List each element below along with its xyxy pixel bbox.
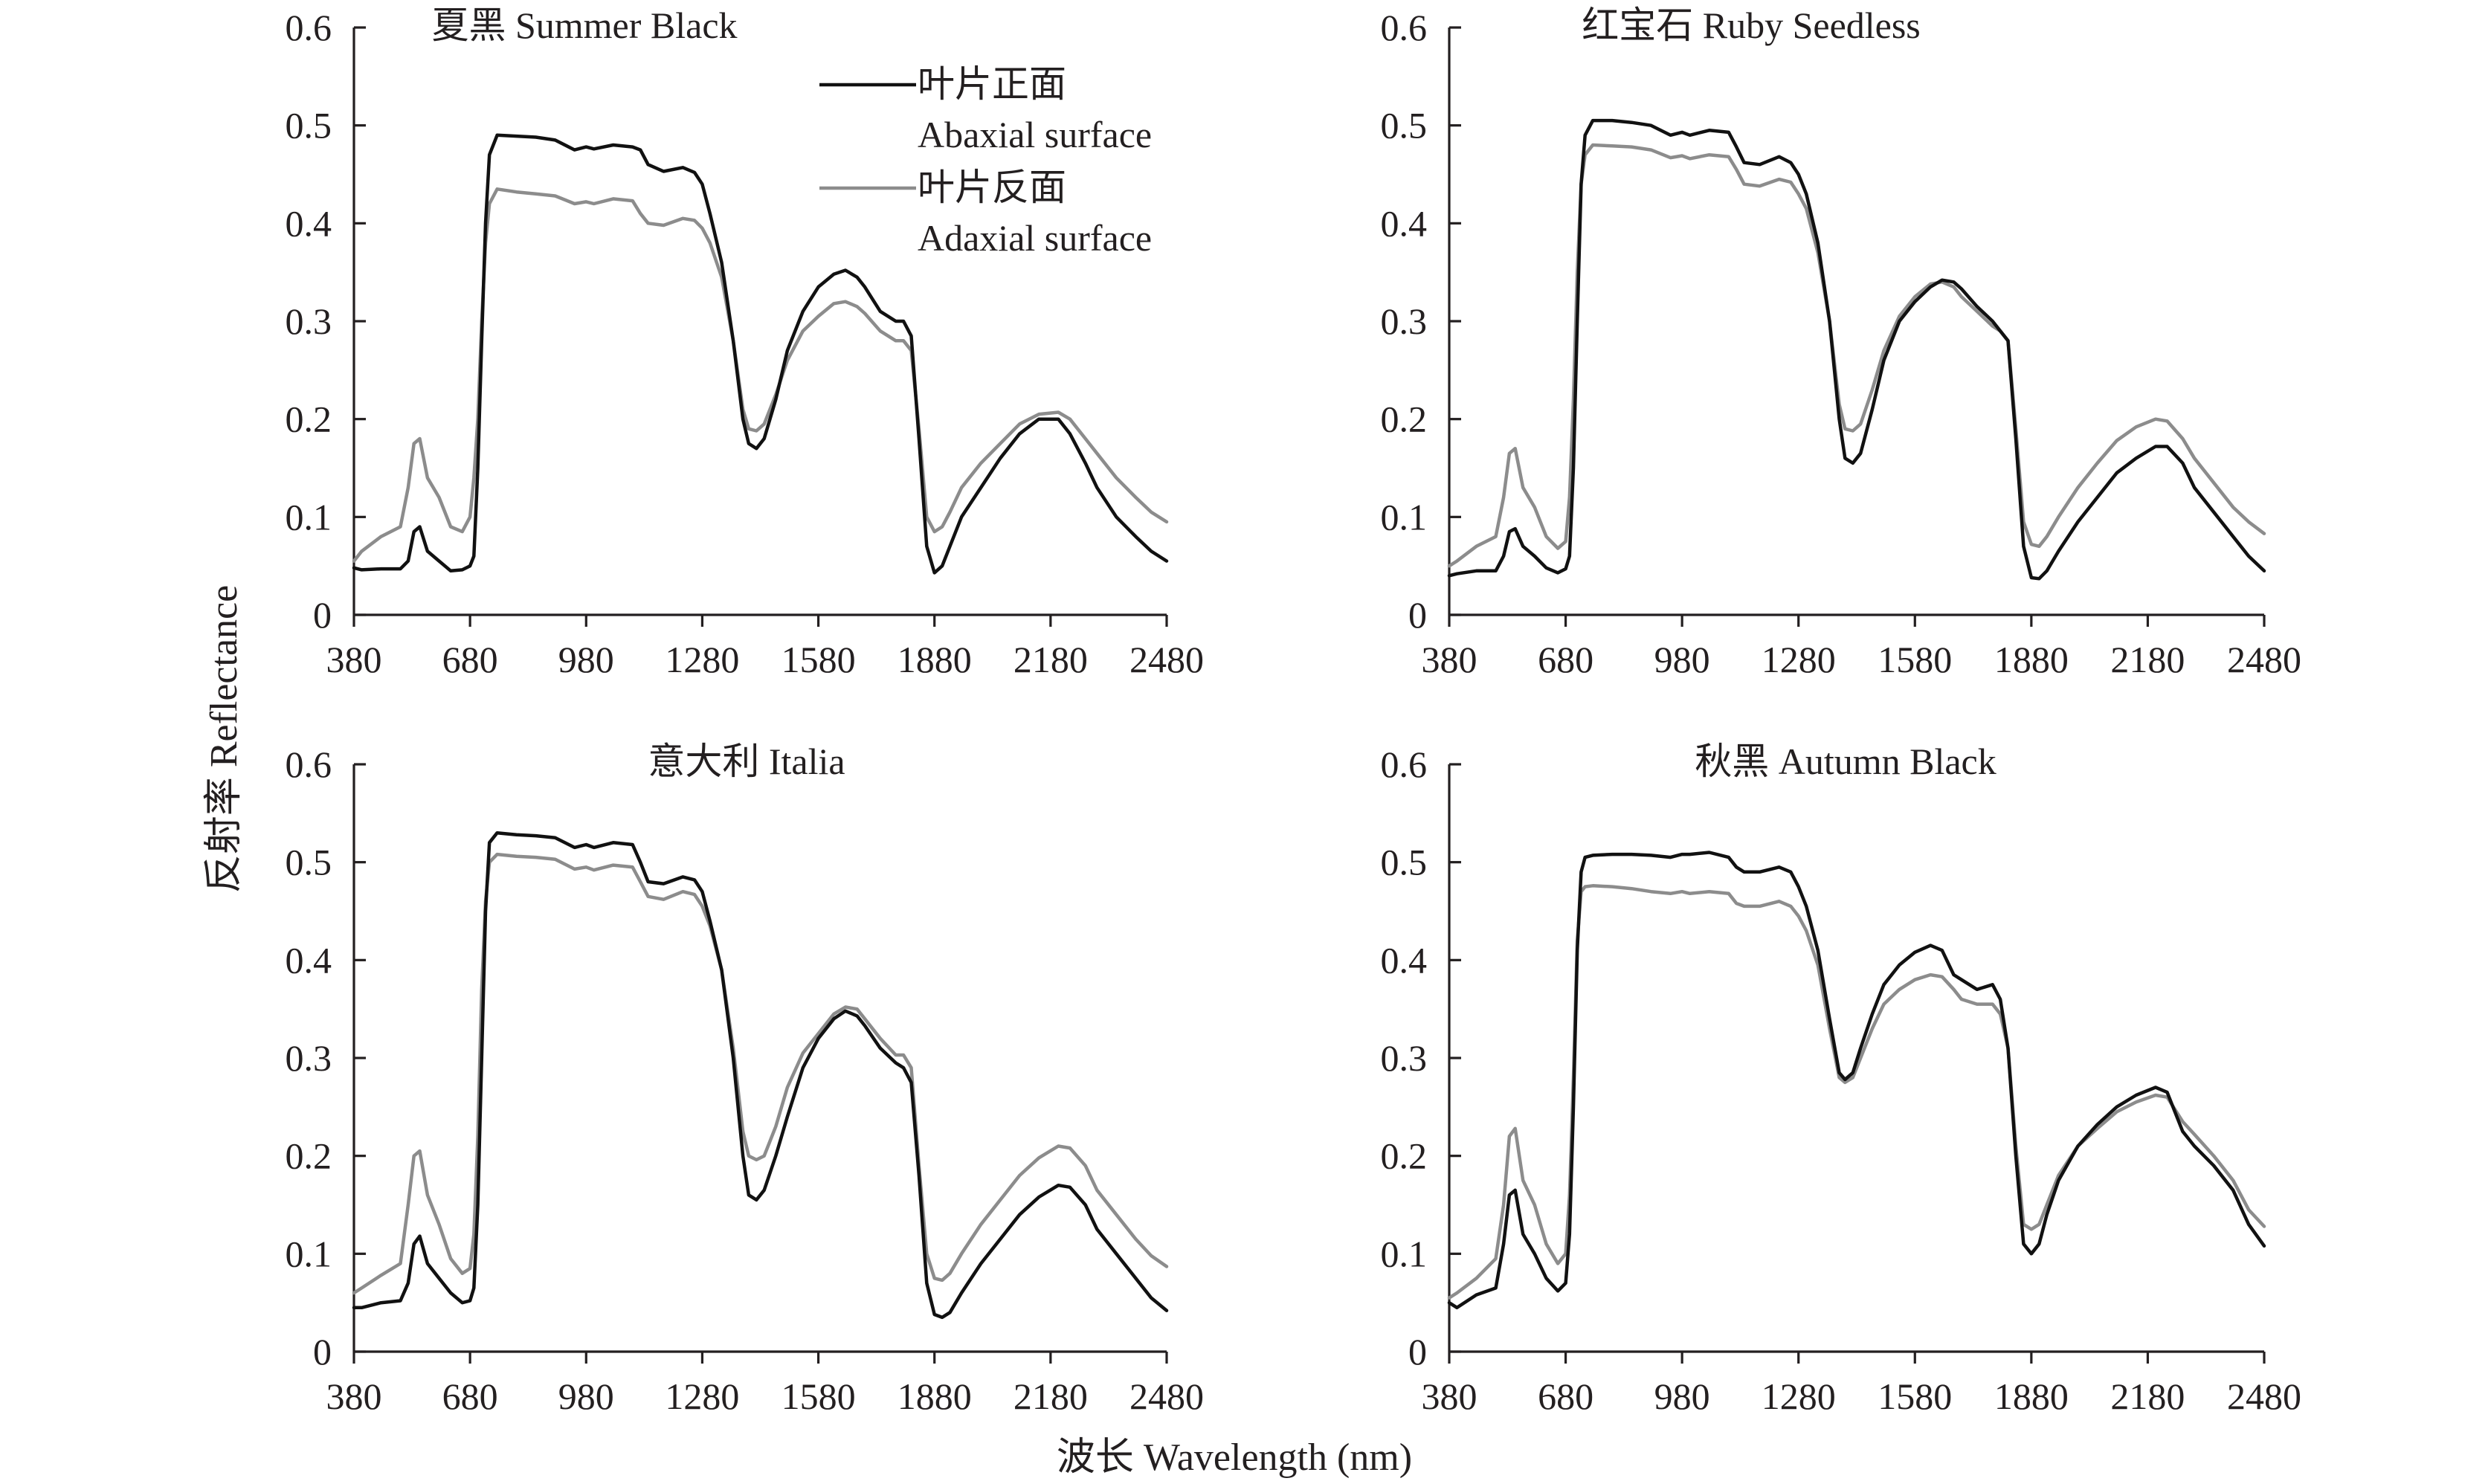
x-tick-label: 2180 [2110,639,2185,680]
x-tick-label: 1580 [781,639,856,680]
y-tick-label: 0.4 [286,939,332,981]
panel-italia: 意大利 Italia 0 0.1 0.2 0.3 0.4 0.5 0.6 380 680 980 1… [286,741,1205,1417]
x-tick-label: 980 [558,639,614,680]
x-tick-label: 1280 [1762,639,1836,680]
y-tick-label: 0.1 [1381,496,1428,538]
x-tick-label: 2480 [2227,1375,2301,1417]
panel-title: 夏黑 Summer Black [431,4,737,46]
x-tick-label: 2180 [1013,1375,1088,1417]
x-tick-label: 1880 [1994,1375,2069,1417]
y-tick-label: 0.3 [286,300,332,342]
y-tick-label: 0.1 [286,496,332,538]
x-tick-label: 1880 [897,1375,972,1417]
y-tick-label: 0.6 [286,743,332,785]
x-tick-label: 2480 [1129,1375,1204,1417]
panel-title: 意大利 Italia [648,741,845,782]
x-tick-label: 2480 [2227,639,2301,680]
y-tick-label: 0.2 [286,399,332,440]
x-tick-label: 980 [558,1375,614,1417]
x-tick-label: 2180 [1013,639,1088,680]
y-tick-label: 0.1 [1381,1233,1428,1274]
panel-autumn-black: 秋黑 Autumn Black 0 0.1 0.2 0.3 0.4 0.5 0.6 380 68… [1381,741,2302,1417]
y-tick-label: 0.3 [286,1037,332,1079]
legend-label-abaxial-en: Abaxial surface [918,114,1152,155]
x-tick-label: 680 [1538,1375,1593,1417]
x-tick-label: 980 [1654,1375,1710,1417]
x-tick-label: 680 [1538,639,1593,680]
y-tick-label: 0.3 [1381,300,1428,342]
x-tick-label: 380 [1422,639,1477,680]
x-tick-label: 2480 [1129,639,1204,680]
y-tick-label: 0.3 [1381,1037,1428,1079]
y-tick-label: 0.5 [1381,105,1428,146]
y-tick-label: 0.6 [1381,743,1428,785]
x-tick-label: 1880 [1994,639,2069,680]
y-tick-label: 0.2 [1381,1135,1428,1177]
series-line-abaxial [1447,851,2266,1310]
x-tick-label: 380 [326,1375,382,1417]
y-tick-label: 0.5 [1381,842,1428,883]
x-tick-label: 680 [442,639,498,680]
y-tick-label: 0.6 [286,7,332,48]
y-axis-label: 反射率 Reflectance [203,585,245,893]
x-axis-label: 波长 Wavelength (nm) [1057,1436,1412,1479]
y-tick-label: 0.4 [1381,939,1428,981]
x-tick-label: 1580 [781,1375,856,1417]
y-tick-label: 0.2 [286,1135,332,1177]
y-tick-label: 0.4 [286,202,332,244]
legend-label-adaxial-en: Adaxial surface [918,217,1152,259]
x-tick-label: 1280 [1762,1375,1836,1417]
y-tick-label: 0 [313,594,332,636]
x-tick-label: 1580 [1878,1375,1952,1417]
y-tick-label: 0 [1408,1331,1427,1372]
x-tick-label: 380 [326,639,382,680]
x-tick-label: 980 [1654,639,1710,680]
x-tick-label: 1280 [665,1375,739,1417]
panel-title: 红宝石 Ruby Seedless [1582,4,1921,46]
panel-title: 秋黑 Autumn Black [1695,741,1996,782]
x-tick-label: 1280 [665,639,739,680]
series-line-abaxial [1447,118,2266,581]
x-tick-label: 380 [1422,1375,1477,1417]
y-tick-label: 0 [313,1331,332,1372]
panel-summer-black: 夏黑 Summer Black 0 0.1 0.2 0.3 0.4 0.5 0.6 380 68… [286,4,1205,680]
series-line-abaxial [352,133,1169,575]
y-tick-label: 0.1 [286,1233,332,1274]
y-tick-label: 0.5 [286,105,332,146]
x-tick-label: 680 [442,1375,498,1417]
y-tick-label: 0.2 [1381,399,1428,440]
legend-label-abaxial-cn: 叶片正面 [918,63,1066,105]
x-tick-label: 1580 [1878,639,1952,680]
panel-ruby-seedless: 红宝石 Ruby Seedless 0 0.1 0.2 0.3 0.4 0.5 0.6 380… [1381,4,2302,680]
y-tick-label: 0 [1408,594,1427,636]
x-tick-label: 1880 [897,639,972,680]
y-tick-label: 0.5 [286,842,332,883]
legend-label-adaxial-cn: 叶片反面 [918,167,1066,208]
y-tick-label: 0.6 [1381,7,1428,48]
legend: 叶片正面 Abaxial surface 叶片反面 Adaxial surfac… [819,63,1152,259]
y-tick-label: 0.4 [1381,202,1428,244]
series-line-abaxial [352,830,1169,1320]
x-tick-label: 2180 [2110,1375,2185,1417]
